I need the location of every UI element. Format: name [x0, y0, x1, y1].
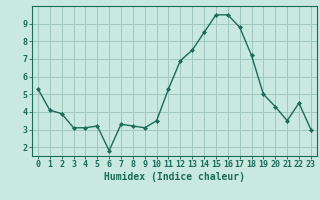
X-axis label: Humidex (Indice chaleur): Humidex (Indice chaleur) — [104, 172, 245, 182]
